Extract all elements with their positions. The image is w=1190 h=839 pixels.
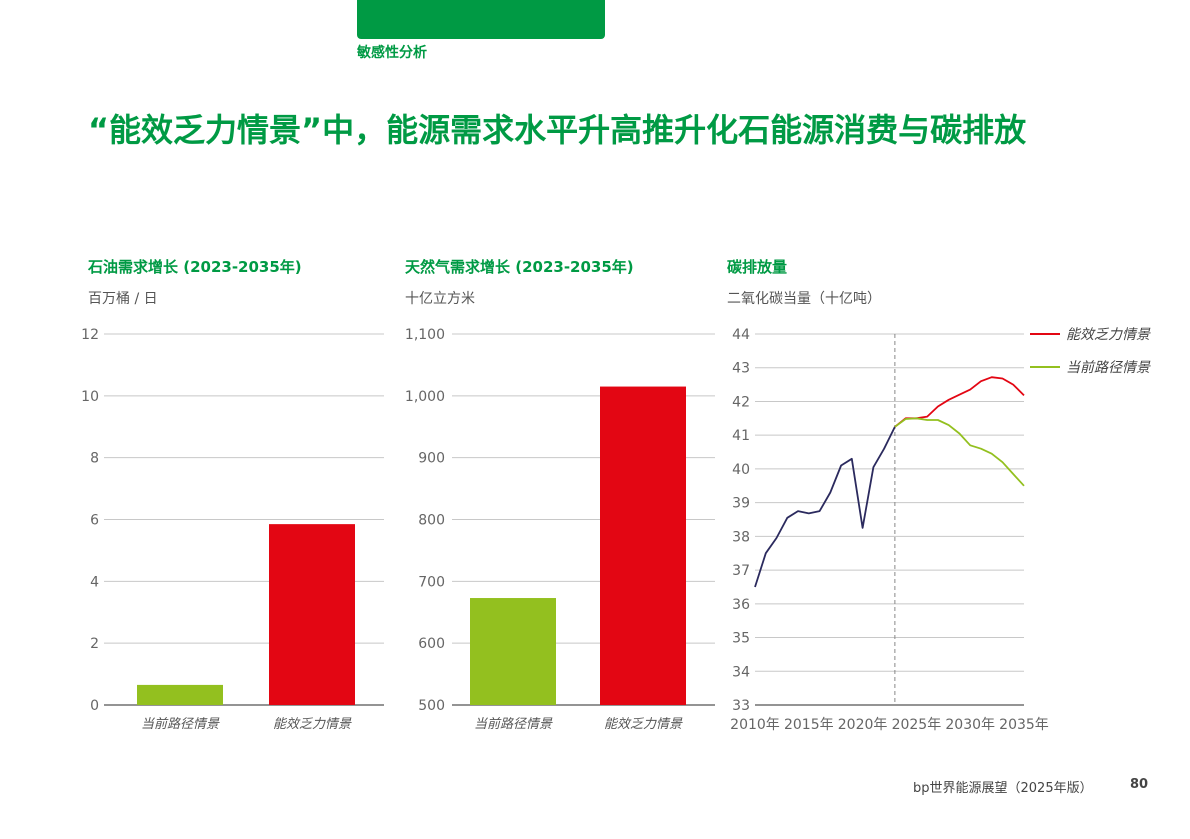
oil-chart-unit: 百万桶 / 日 [88,291,158,307]
oil-y-tick-label: 6 [90,513,99,529]
oil-category-label: 当前路径情景 [141,717,220,732]
emissions-chart-title: 碳排放量 [727,258,788,276]
emissions-y-tick-label: 38 [732,529,750,545]
emissions-x-tick-label: 2020年 [838,717,888,733]
emissions-y-tick-label: 35 [732,631,750,647]
oil-chart-title: 石油需求增长 (2023-2035年) [88,258,302,276]
section-label: 敏感性分析 [357,45,427,61]
emissions-y-tick-label: 36 [732,597,750,613]
emissions-y-tick-label: 34 [732,664,750,680]
emissions-x-tick-label: 2035年 [999,717,1049,733]
section-tab-bar [357,0,605,39]
legend-label-3: 当前路径情景 [1066,360,1151,376]
emissions-x-tick-label: 2025年 [892,717,942,733]
gas-y-tick-label: 1,000 [405,389,445,405]
gas-y-tick-label: 700 [418,574,445,590]
emissions-series-line-3 [894,417,1025,487]
emissions-y-tick-label: 40 [732,462,750,478]
emissions-x-tick-label: 2030年 [945,717,995,733]
emissions-y-tick-label: 39 [732,496,750,512]
emissions-x-tick-label: 2010年 [730,717,780,733]
gas-bar-1 [470,598,556,705]
page-title: “能效乏力情景”中，能源需求水平升高推升化石能源消费与碳排放 [88,111,1027,149]
legend-label-2: 能效乏力情景 [1066,327,1151,343]
emissions-chart-unit: 二氧化碳当量（十亿吨） [727,291,881,307]
gas-chart-unit: 十亿立方米 [405,291,475,307]
gas-bar-2 [600,386,686,705]
gas-chart-title: 天然气需求增长 (2023-2035年) [405,258,634,276]
emissions-y-tick-label: 44 [732,327,750,343]
emissions-y-tick-label: 33 [732,698,750,714]
emissions-series-line-1 [754,426,896,588]
oil-y-tick-label: 8 [90,451,99,467]
oil-y-tick-label: 4 [90,574,99,590]
gas-y-tick-label: 800 [418,513,445,529]
page-number: 80 [1130,777,1149,792]
oil-y-tick-label: 2 [90,636,99,652]
oil-bar-2 [269,524,355,705]
emissions-series-line-2 [894,376,1025,428]
oil-bar-1 [137,684,223,705]
gas-y-tick-label: 1,100 [405,327,445,343]
emissions-y-tick-label: 41 [732,428,750,444]
oil-category-label: 能效乏力情景 [273,717,352,732]
emissions-y-tick-label: 43 [732,361,750,377]
oil-y-tick-label: 0 [90,698,99,714]
gas-y-tick-label: 500 [418,698,445,714]
footer-report-title: bp世界能源展望（2025年版） [913,781,1093,796]
gas-category-label: 当前路径情景 [474,717,553,732]
gas-y-tick-label: 600 [418,636,445,652]
gas-y-tick-label: 900 [418,451,445,467]
oil-y-tick-label: 12 [81,327,99,343]
emissions-x-tick-label: 2015年 [784,717,834,733]
emissions-y-tick-label: 37 [732,563,750,579]
emissions-y-tick-label: 42 [732,394,750,410]
oil-y-tick-label: 10 [81,389,99,405]
gas-category-label: 能效乏力情景 [604,717,683,732]
